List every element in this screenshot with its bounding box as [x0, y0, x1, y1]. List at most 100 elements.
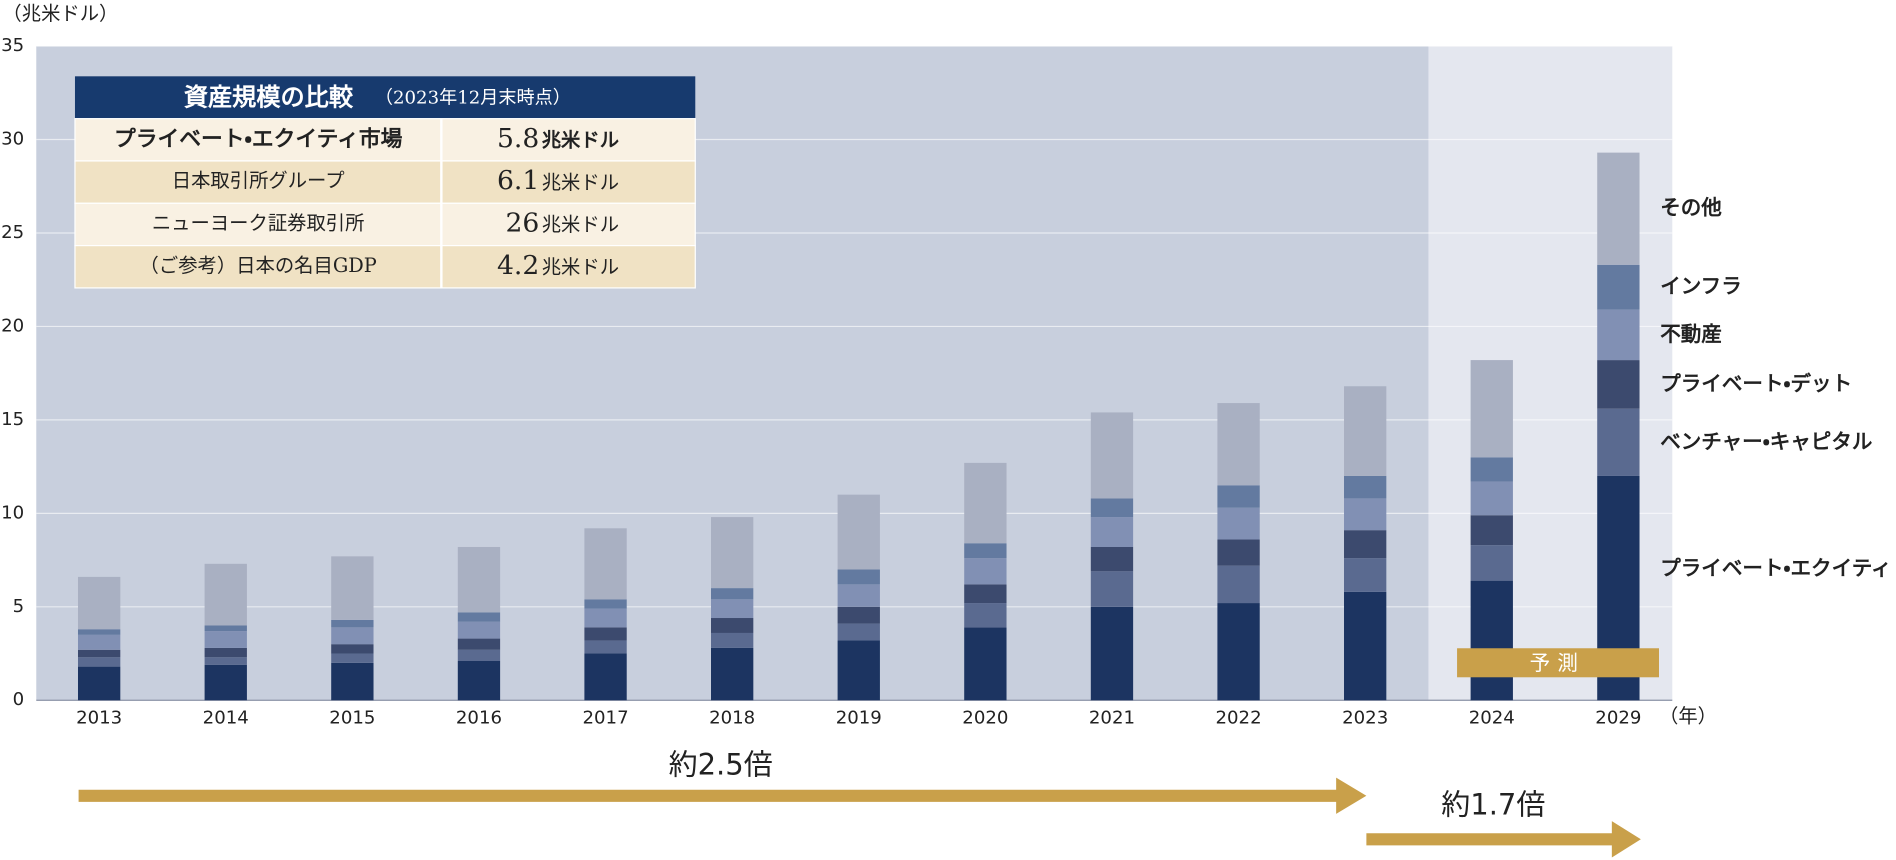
bar-segment	[77, 634, 121, 650]
legend-label: インフラ	[1660, 274, 1742, 298]
bar-segment	[457, 612, 501, 622]
bar-segment	[837, 569, 880, 585]
bar-segment	[1344, 558, 1387, 592]
bar-segment	[1090, 517, 1134, 547]
bar-segment	[837, 623, 880, 641]
bar-segment	[837, 584, 880, 607]
row-label: ニューヨーク証券取引所	[152, 211, 365, 234]
table-header	[74, 76, 696, 119]
bar-segment	[331, 653, 374, 663]
bar-segment	[331, 644, 374, 654]
bar-segment	[1217, 485, 1260, 508]
bar-segment	[204, 631, 247, 648]
bar-segment	[1470, 360, 1513, 458]
legend-label: ベンチャー・キャピタル	[1660, 429, 1873, 453]
bar-segment	[1597, 152, 1640, 265]
bar-segment	[331, 627, 374, 645]
bar-segment	[964, 627, 1007, 701]
bar-segment	[77, 576, 121, 630]
bar-segment	[331, 662, 374, 701]
bar-segment	[964, 584, 1007, 604]
plot: 0 5 10 15 20 25 30 35 2013 2014 2015 2016 2017 2018 20…	[1, 35, 1891, 728]
bar-segment	[204, 563, 247, 626]
bar-segment	[711, 599, 754, 619]
x-tick-label: 2021	[1089, 707, 1135, 728]
bar-segment	[204, 657, 247, 665]
annotation: 約1.7倍	[1441, 788, 1545, 822]
y-tick-label: 0	[13, 689, 25, 710]
x-tick-label: 2013	[76, 707, 122, 728]
summary-table: 資産規模の比較 （2023年12月末時点）プライベート・エクイティ市場 5.8 兆米ド…	[74, 76, 696, 289]
y-unit: （兆米ドル）	[2, 2, 118, 25]
bar-segment	[204, 625, 247, 632]
bar-segment	[1217, 539, 1260, 566]
bar-segment	[77, 666, 121, 701]
x-tick-label: 2024	[1469, 707, 1515, 728]
bar-segment	[1470, 457, 1513, 482]
bar-segment	[1597, 408, 1640, 476]
x-tick-label: 2020	[962, 707, 1008, 728]
bar-segment	[331, 619, 374, 628]
table-title: 資産規模の比較	[184, 84, 354, 112]
arrow	[1366, 821, 1641, 858]
x-tick-label: 2016	[456, 707, 502, 728]
bar-segment	[204, 647, 247, 658]
bar-segment	[584, 599, 627, 609]
y-tick-label: 30	[1, 129, 24, 150]
legend-label: プライベート・エクイティ	[1660, 556, 1891, 580]
bar-segment	[711, 517, 754, 589]
bar-segment	[1217, 603, 1260, 701]
bar-segment	[584, 640, 627, 654]
legend-label: プライベート・デット	[1660, 371, 1852, 395]
bar-segment	[711, 618, 754, 633]
bar-segment	[1090, 498, 1134, 518]
y-tick-label: 35	[1, 35, 24, 56]
bar-segment	[1470, 481, 1513, 516]
row-unit: 兆米ドル	[542, 129, 619, 152]
bar-segment	[711, 632, 754, 648]
bar-segment	[457, 661, 501, 701]
y-tick-label: 20	[1, 315, 24, 336]
row-unit: 兆米ドル	[542, 255, 619, 278]
row-unit: 兆米ドル	[542, 213, 619, 236]
forecast-label: 予測	[1530, 651, 1586, 675]
x-tick-label: 2019	[836, 707, 882, 728]
bar-segment	[964, 543, 1007, 559]
bar-segment	[837, 640, 880, 701]
x-unit: （年）	[1659, 705, 1717, 728]
bar-segment	[1470, 515, 1513, 546]
bar-segment	[964, 558, 1007, 585]
bar-segment	[457, 649, 501, 662]
bar-segment	[77, 629, 121, 635]
x-tick-label: 2023	[1342, 707, 1388, 728]
bar-segment	[837, 494, 880, 570]
row-value: 26	[505, 207, 539, 238]
row-value: 4.2	[497, 250, 539, 281]
bar-segment	[584, 653, 627, 701]
row-value: 5.8	[497, 123, 539, 154]
bar-segment	[1344, 386, 1387, 476]
bar-segment	[964, 462, 1007, 544]
bar-segment	[1090, 606, 1134, 701]
x-tick-label: 2029	[1595, 707, 1641, 728]
bar-segment	[1344, 475, 1387, 499]
bar-segment	[1597, 309, 1640, 361]
bar-segment	[584, 627, 627, 641]
bar-segment	[77, 649, 121, 658]
table-row	[74, 244, 696, 289]
table-row	[74, 202, 696, 247]
bar-segment	[1217, 403, 1260, 486]
bar-segment	[837, 606, 880, 624]
arrow	[78, 777, 1367, 814]
bar-segment	[584, 608, 627, 628]
bar-segment	[711, 588, 754, 600]
bar-segment	[1470, 580, 1513, 701]
bar-segment	[1470, 545, 1513, 581]
annotation: 約2.5倍	[669, 748, 773, 782]
bar-segment	[77, 657, 121, 667]
bar-segment	[711, 647, 754, 701]
row-label: プライベート・エクイティ市場	[114, 126, 403, 152]
legend-label: その他	[1660, 196, 1722, 220]
bar-segment	[1217, 565, 1260, 604]
